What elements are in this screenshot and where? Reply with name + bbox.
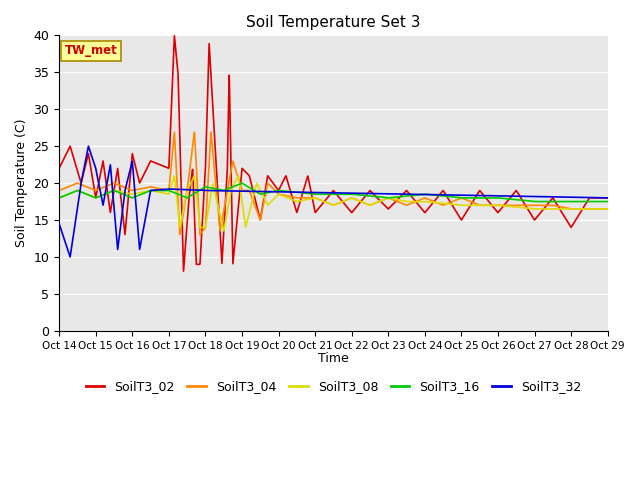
SoilT3_32 <box>151 187 159 193</box>
SoilT3_16 <box>118 191 125 196</box>
SoilT3_16 <box>593 199 601 204</box>
SoilT3_04 <box>118 183 125 189</box>
SoilT3_16 <box>55 195 63 201</box>
SoilT3_04 <box>196 232 204 238</box>
SoilT3_32 <box>290 189 298 195</box>
SoilT3_02 <box>180 268 188 274</box>
X-axis label: Time: Time <box>318 352 349 365</box>
Legend: SoilT3_02, SoilT3_04, SoilT3_08, SoilT3_16, SoilT3_32: SoilT3_02, SoilT3_04, SoilT3_08, SoilT3_… <box>81 375 586 398</box>
SoilT3_08 <box>604 206 612 212</box>
SoilT3_02 <box>150 159 158 165</box>
SoilT3_08 <box>266 200 274 206</box>
SoilT3_02 <box>266 176 274 181</box>
SoilT3_08 <box>150 188 158 194</box>
SoilT3_04 <box>290 194 298 200</box>
SoilT3_16 <box>150 188 158 193</box>
SoilT3_32 <box>67 254 74 260</box>
SoilT3_02 <box>534 213 542 218</box>
SoilT3_04 <box>55 188 63 193</box>
SoilT3_08 <box>593 206 601 212</box>
SoilT3_32 <box>266 189 274 194</box>
Text: TW_met: TW_met <box>65 44 117 57</box>
SoilT3_32 <box>604 195 612 201</box>
SoilT3_08 <box>290 197 298 203</box>
SoilT3_08 <box>118 189 125 195</box>
SoilT3_16 <box>531 199 538 204</box>
Line: SoilT3_02: SoilT3_02 <box>59 36 608 271</box>
SoilT3_08 <box>234 173 242 179</box>
SoilT3_32 <box>534 194 542 200</box>
SoilT3_32 <box>55 221 63 227</box>
SoilT3_16 <box>266 190 273 195</box>
SoilT3_08 <box>534 206 542 212</box>
SoilT3_04 <box>150 185 158 191</box>
SoilT3_02 <box>604 195 612 201</box>
SoilT3_32 <box>84 144 92 149</box>
Line: SoilT3_04: SoilT3_04 <box>59 132 608 235</box>
SoilT3_02 <box>170 33 178 38</box>
SoilT3_08 <box>55 195 63 201</box>
Line: SoilT3_32: SoilT3_32 <box>59 146 608 257</box>
SoilT3_02 <box>55 166 63 171</box>
SoilT3_04 <box>534 203 542 208</box>
SoilT3_02 <box>593 195 601 201</box>
Line: SoilT3_08: SoilT3_08 <box>59 176 608 231</box>
SoilT3_16 <box>534 199 542 204</box>
Title: Soil Temperature Set 3: Soil Temperature Set 3 <box>246 15 420 30</box>
SoilT3_02 <box>118 202 125 208</box>
SoilT3_04 <box>604 206 612 212</box>
SoilT3_32 <box>118 211 126 217</box>
SoilT3_16 <box>290 189 298 195</box>
SoilT3_04 <box>266 182 274 188</box>
Y-axis label: Soil Temperature (C): Soil Temperature (C) <box>15 119 28 247</box>
SoilT3_16 <box>238 180 246 186</box>
SoilT3_32 <box>593 195 601 201</box>
SoilT3_02 <box>290 199 298 204</box>
SoilT3_16 <box>604 199 612 204</box>
SoilT3_08 <box>220 228 228 234</box>
Line: SoilT3_16: SoilT3_16 <box>59 183 608 202</box>
SoilT3_04 <box>207 129 215 135</box>
SoilT3_04 <box>593 206 601 212</box>
